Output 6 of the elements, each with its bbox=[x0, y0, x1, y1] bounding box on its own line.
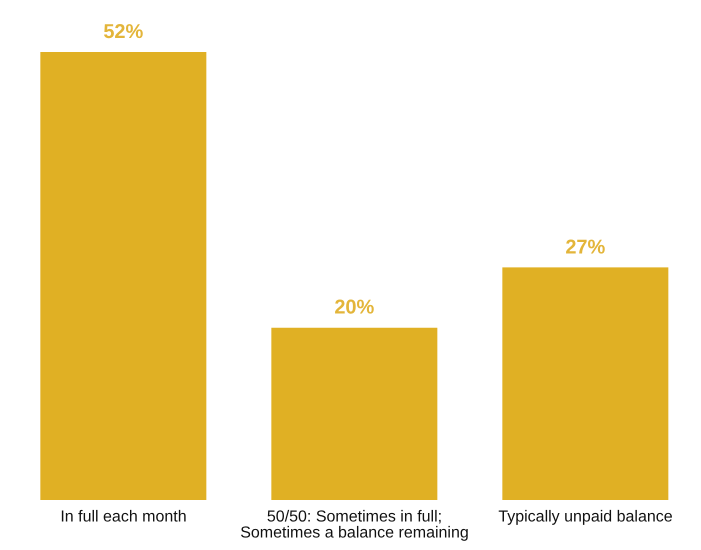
x-tick-label: 50/50: Sometimes in full; Sometimes a balance remaining bbox=[240, 508, 469, 542]
data-label: 52% bbox=[103, 21, 144, 43]
data-label: 20% bbox=[334, 296, 375, 319]
x-tick-label: Typically unpaid balance bbox=[498, 508, 673, 526]
x-tick-label: In full each month bbox=[60, 508, 187, 526]
data-label: 27% bbox=[565, 236, 606, 258]
